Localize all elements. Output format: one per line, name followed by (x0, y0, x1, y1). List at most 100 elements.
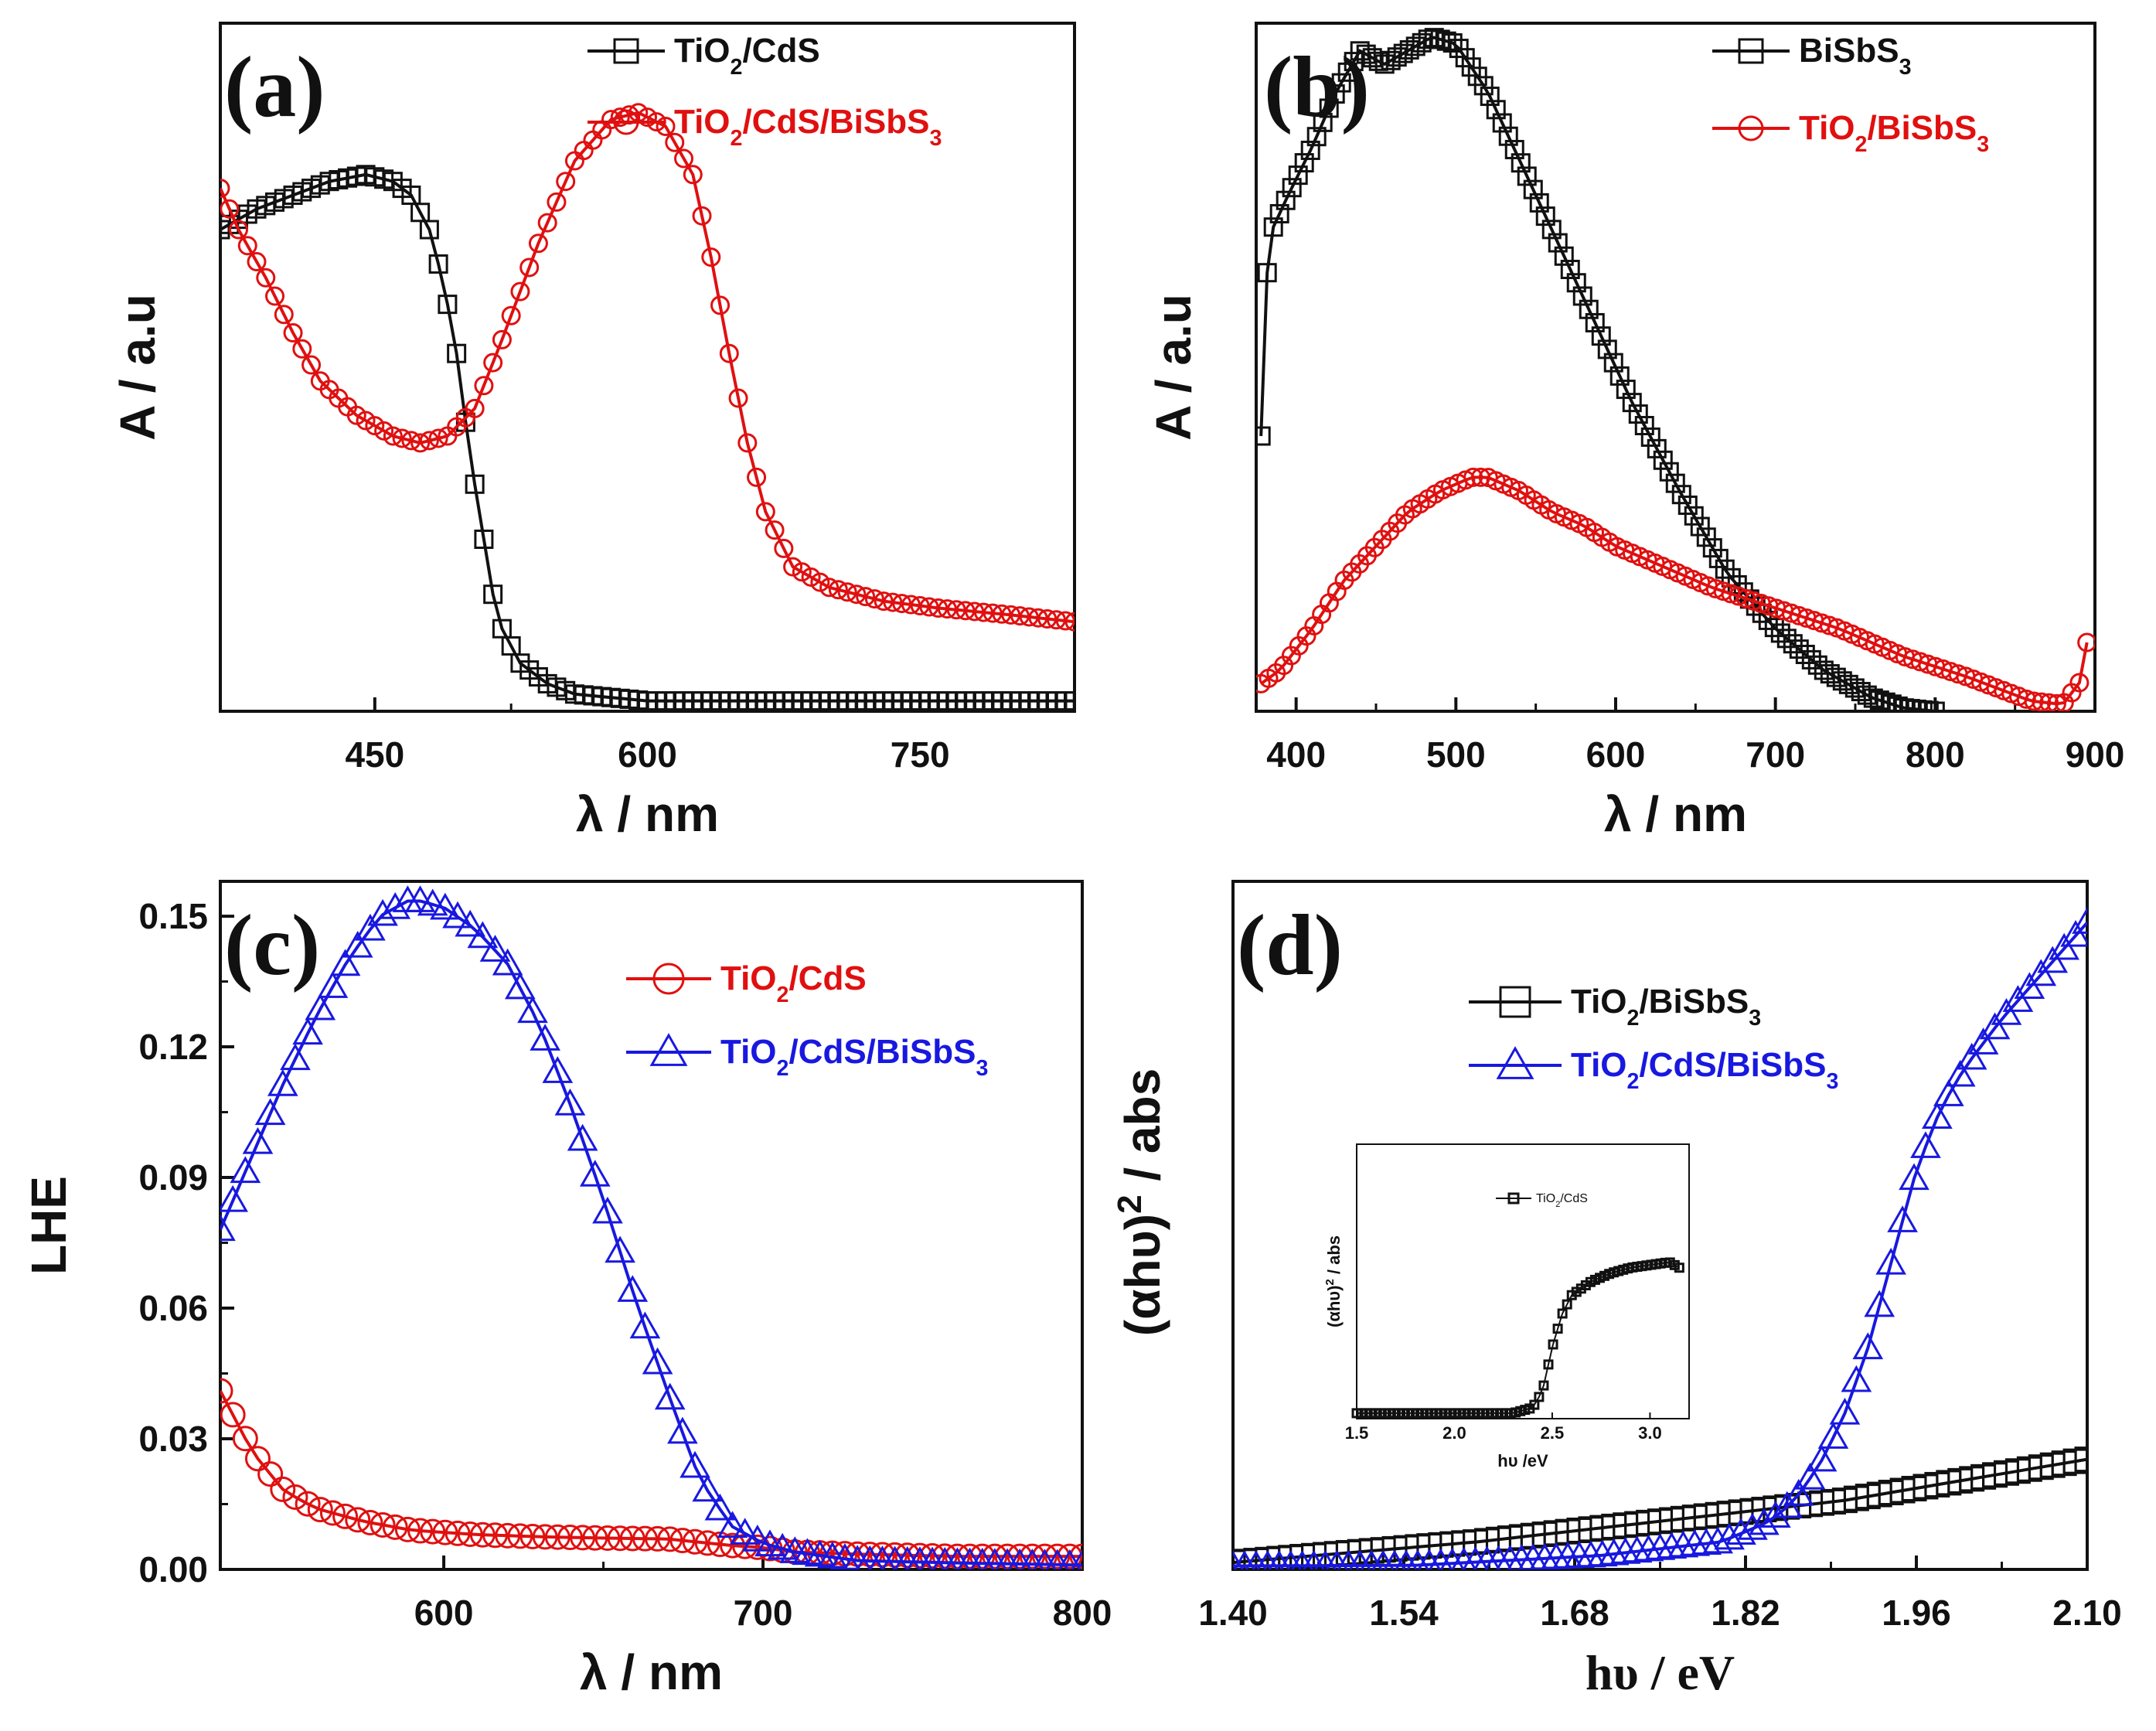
x-tick-label-b: 500 (1426, 734, 1486, 775)
data-point-a-1 (392, 428, 412, 448)
x-tick-label-d: 1.82 (1711, 1593, 1780, 1633)
data-point-c-0 (332, 1503, 359, 1529)
x-tick-label-d: 1.96 (1882, 1593, 1951, 1633)
data-point-c-1 (592, 1196, 623, 1224)
data-point-a-1 (692, 206, 712, 226)
panel-c: 600 700 800 0.00 0.03 0.06 0.09 0.12 0.15 λ / nm L… (21, 880, 1112, 1700)
data-point-b-0 (1387, 47, 1407, 67)
data-point-a-1 (528, 233, 548, 254)
data-point-b-0 (1628, 404, 1648, 424)
data-point-b-0 (1776, 629, 1797, 649)
panel-letter-a: (a) (224, 39, 325, 135)
data-point-c-0 (919, 1542, 945, 1569)
data-point-b-0 (1764, 618, 1784, 638)
series-line-b-1 (1260, 475, 2089, 706)
data-point-a-1 (365, 416, 385, 436)
data-point-d-1 (1337, 1549, 1360, 1569)
data-point-c-1 (542, 1056, 574, 1083)
data-point-c-0 (295, 1491, 321, 1517)
data-point-c-0 (432, 1519, 458, 1545)
data-point-a-1 (283, 323, 303, 342)
data-point-d-1 (2037, 946, 2069, 973)
data-point-d-1 (1371, 1549, 1395, 1569)
series-line-c-0 (220, 1390, 1082, 1559)
data-point-a-1 (474, 376, 494, 396)
data-point-c-0 (220, 1378, 233, 1404)
data-point-d-1 (1462, 1546, 1489, 1569)
data-point-a-1 (737, 433, 758, 453)
data-point-c-0 (357, 1510, 383, 1536)
legend-label-a-0-rest: /CdS (742, 32, 819, 70)
y-axis-title-d-main: (αhυ) (1115, 1214, 1170, 1336)
y-tick-label-c: 0.00 (138, 1549, 208, 1590)
data-point-d-1 (1933, 1079, 1964, 1106)
data-point-b-1 (2032, 692, 2052, 711)
data-point-c-0 (444, 1520, 471, 1546)
data-point-c-0 (894, 1542, 921, 1569)
data-point-b-0 (1826, 667, 1846, 687)
legend-label-b-0-main: BiSbS (1799, 32, 1899, 70)
legend-label-d-1: TiO2/CdS/BiSbS3 (1571, 1046, 1838, 1094)
data-point-b-0 (1844, 678, 1865, 698)
x-tick-label-d: 2.10 (2052, 1593, 2122, 1633)
legend-label-a-1-main: TiO (674, 103, 731, 141)
data-point-b-1 (2046, 693, 2066, 711)
data-point-a-1 (846, 584, 867, 605)
data-point-a-1 (946, 600, 966, 620)
data-point-a-0 (438, 295, 458, 315)
data-point-b-1 (2069, 673, 2090, 693)
data-point-c-0 (594, 1525, 621, 1552)
data-point-a-1 (1028, 608, 1048, 628)
data-point-d-1 (1806, 1444, 1838, 1472)
data-point-c-0 (607, 1525, 633, 1552)
data-point-a-1 (792, 562, 812, 582)
data-point-b-0 (1313, 112, 1333, 132)
y-tick-label-c: 0.03 (138, 1419, 208, 1459)
legend-label-d-0: TiO2/BiSbS3 (1571, 983, 1761, 1031)
legend-label-a-0-sub: 2 (731, 55, 743, 80)
data-point-c-1 (380, 892, 411, 919)
data-point-a-1 (892, 594, 912, 614)
inset-y-axis-title-rest: / abs (1324, 1235, 1344, 1279)
data-point-d-1 (1691, 1528, 1722, 1556)
data-point-d-1 (1979, 1012, 2011, 1040)
data-point-d-1 (1667, 1530, 1699, 1558)
data-point-b-0 (1337, 62, 1357, 82)
data-point-c-1 (605, 1235, 635, 1263)
data-point-b-0 (1344, 52, 1364, 72)
data-point-b-0 (1263, 217, 1283, 237)
data-point-a-1 (874, 591, 894, 612)
data-point-c-0 (645, 1525, 671, 1552)
data-point-a-1 (810, 572, 830, 592)
data-point-a-1 (374, 421, 394, 441)
data-point-c-0 (507, 1523, 533, 1549)
data-point-d-1 (1783, 1478, 1814, 1506)
inset-data-point (1538, 1380, 1549, 1391)
inset-x-tick-label: 2.5 (1541, 1423, 1565, 1443)
legend-label-c-0: TiO2/CdS (720, 959, 867, 1007)
data-point-a-1 (556, 172, 576, 192)
y-axis-title-d-rest: / abs (1115, 1068, 1170, 1195)
data-point-a-0 (419, 220, 439, 240)
data-point-a-1 (801, 567, 821, 587)
plot-area-b (1256, 28, 2095, 711)
data-point-c-1 (329, 949, 361, 976)
data-point-a-1 (1001, 605, 1021, 625)
data-point-a-1 (547, 192, 567, 212)
data-point-c-1 (254, 1098, 286, 1126)
data-point-a-1 (229, 220, 249, 240)
data-point-c-1 (729, 1518, 761, 1545)
data-point-a-1 (1055, 611, 1075, 631)
plot-frame-c (219, 880, 1084, 1571)
data-point-d-1 (1473, 1545, 1500, 1569)
legend-label-d-1-sub: 2 (1627, 1069, 1640, 1094)
data-point-b-0 (1665, 473, 1685, 493)
data-point-a-1 (856, 587, 876, 607)
y-tick-label-c: 0.12 (138, 1027, 208, 1067)
data-point-a-1 (783, 557, 803, 577)
data-point-a-1 (719, 343, 739, 363)
data-point-b-1 (2024, 691, 2044, 711)
data-point-b-0 (1603, 353, 1623, 373)
data-point-b-0 (1622, 393, 1642, 413)
